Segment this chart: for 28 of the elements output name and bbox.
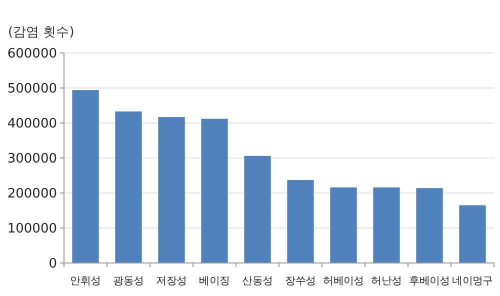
x-tick-label: 산동성	[242, 275, 273, 287]
bar	[330, 187, 357, 263]
bar	[459, 205, 486, 263]
y-tick-label: 0	[48, 256, 57, 272]
bar	[244, 156, 271, 263]
x-tick-label: 허난성	[371, 275, 402, 287]
y-tick-label: 400000	[7, 116, 57, 132]
x-tick-label: 장쑤성	[285, 275, 316, 287]
x-tick-label: 허베이성	[323, 275, 364, 287]
x-tick-label: 후베이성	[409, 275, 450, 287]
bar	[201, 118, 228, 263]
x-tick-label: 저장성	[156, 275, 187, 287]
y-tick-label: 300000	[7, 152, 57, 167]
y-tick-label: 500000	[7, 82, 57, 97]
bar	[373, 187, 400, 263]
bar	[115, 111, 142, 263]
y-axis-title: (감염 횟수)	[8, 25, 74, 40]
x-tick-label: 광동성	[113, 275, 144, 287]
y-tick-label: 600000	[7, 46, 57, 62]
bar	[158, 117, 185, 263]
bar	[287, 180, 314, 263]
bar	[416, 188, 443, 263]
bar	[72, 90, 99, 263]
y-tick-label: 200000	[7, 186, 57, 202]
x-tick-label: 베이징	[199, 275, 230, 287]
y-tick-label: 100000	[7, 222, 57, 237]
x-tick-label: 안휘성	[70, 275, 101, 287]
x-tick-label: 네이멍구	[452, 275, 494, 287]
